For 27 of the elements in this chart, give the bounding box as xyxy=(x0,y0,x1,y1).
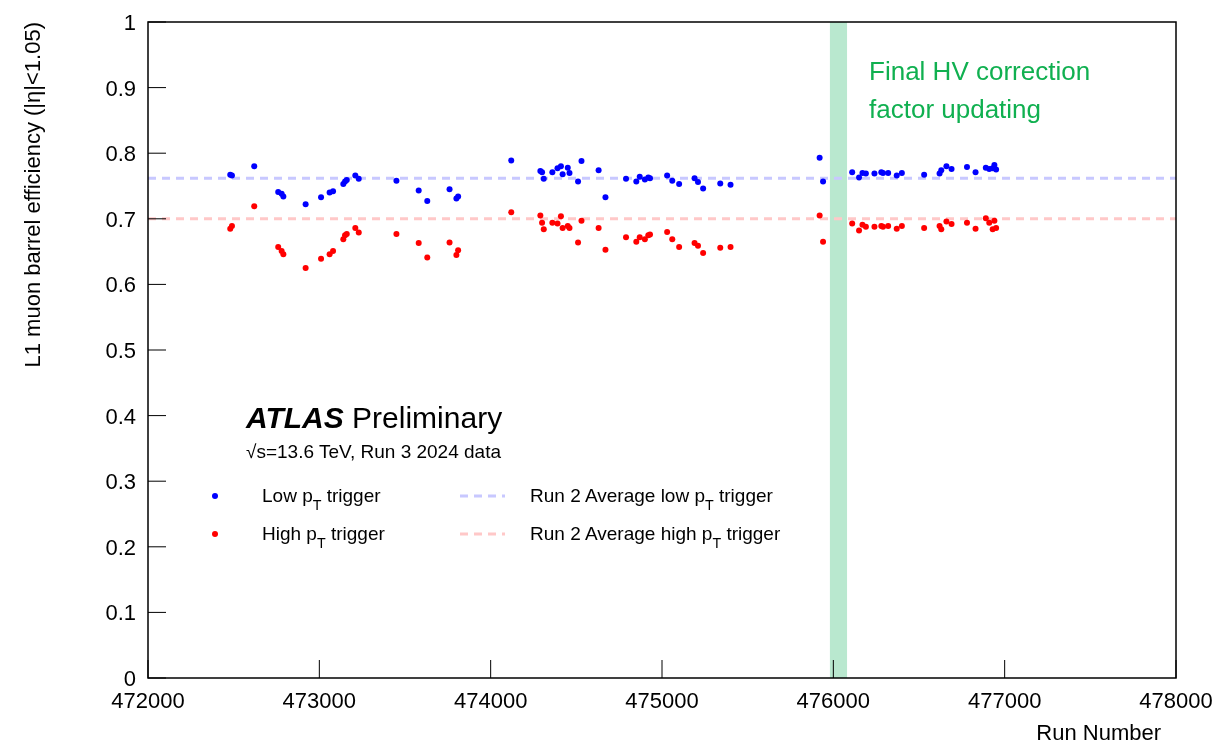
x-tick-label: 476000 xyxy=(796,688,871,713)
x-tick-label: 473000 xyxy=(282,688,357,713)
annotation: ATLAS Preliminary xyxy=(245,401,503,434)
y-tick-label: 0.5 xyxy=(105,338,136,363)
x-tick-label: 475000 xyxy=(625,688,699,713)
y-tick-label: 0.9 xyxy=(105,75,136,101)
y-tick-label: 0.6 xyxy=(105,272,136,298)
y-tick-label: 0.8 xyxy=(105,141,136,167)
y-tick-label: 0.4 xyxy=(105,403,136,429)
legend-label: Run 2 Average low p$_{T}$ trigger xyxy=(530,485,774,513)
x-tick-label: 472000 xyxy=(111,688,185,713)
y-tick-label: 0.2 xyxy=(105,534,136,560)
x-axis-title: Run Number xyxy=(1036,720,1161,744)
legend-label: Low p$_{T}$ trigger xyxy=(262,485,382,513)
x-tick-label: 477000 xyxy=(967,688,1042,713)
annotation: √s=13.6 TeV, Run 3 2024 data xyxy=(246,441,502,462)
x-tick-label: 474000 xyxy=(453,688,528,713)
y-tick-label: 0.3 xyxy=(105,469,136,495)
y-axis-title: L1 muon barrel efficiency (|η|<1.05) xyxy=(20,22,45,368)
y-tick-label: 0.1 xyxy=(105,600,136,626)
x-tick-label: 478000 xyxy=(1139,688,1213,713)
y-tick-label: 1 xyxy=(123,10,136,35)
y-tick-label: 0.7 xyxy=(105,206,136,232)
y-tick-label: 0 xyxy=(123,666,136,691)
legend-label: Run 2 Average high p$_{T}$ trigger xyxy=(530,523,781,551)
legend-label: High p$_{T}$ trigger xyxy=(262,523,386,551)
band-label: Final HV correction factor updating xyxy=(869,56,1091,124)
